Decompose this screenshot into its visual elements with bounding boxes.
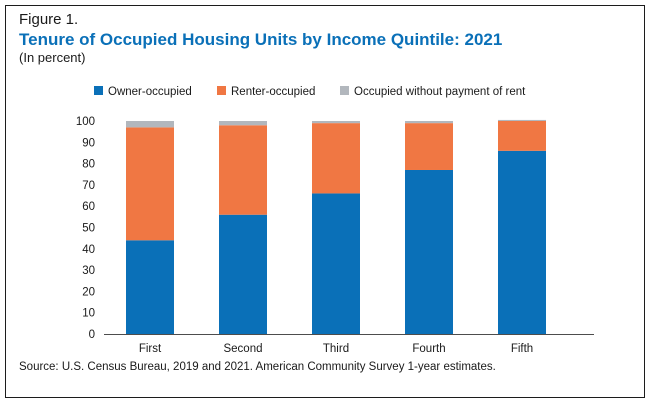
legend-label-renter-occupied: Renter-occupied — [231, 86, 315, 98]
bar-without-payment-second — [219, 121, 267, 126]
bar-owner-occupied-fifth — [498, 150, 546, 334]
y-tick-label: 20 — [82, 286, 95, 298]
bar-owner-occupied-first — [126, 240, 174, 334]
chart-subtitle: (In percent) — [19, 50, 86, 65]
bar-owner-occupied-third — [312, 193, 360, 334]
bar-stack-second — [219, 121, 267, 334]
bar-without-payment-first — [126, 121, 174, 128]
bar-owner-occupied-fourth — [405, 169, 453, 334]
bar-owner-occupied-second — [219, 214, 267, 334]
bar-renter-occupied-first — [126, 127, 174, 241]
bar-renter-occupied-third — [312, 123, 360, 194]
bar-renter-occupied-fourth — [405, 123, 453, 170]
legend-item-without-payment: Occupied without payment of rent — [340, 86, 526, 98]
figure-label: Figure 1. — [19, 11, 79, 28]
legend-swatch-owner-occupied — [94, 86, 103, 95]
bar-without-payment-fourth — [405, 121, 453, 124]
y-tick-label: 30 — [82, 265, 95, 277]
y-tick-label: 10 — [82, 308, 95, 320]
x-tick-label-fifth: Fifth — [511, 343, 533, 355]
legend-item-owner-occupied: Owner-occupied — [94, 86, 192, 98]
legend-label-owner-occupied: Owner-occupied — [108, 86, 192, 98]
y-axis: 0 10 20 30 40 50 60 70 80 90 100 — [76, 116, 95, 341]
chart-title: Tenure of Occupied Housing Units by Inco… — [19, 30, 503, 49]
bar-without-payment-fifth — [498, 119, 546, 121]
bar-renter-occupied-fifth — [498, 121, 546, 151]
y-tick-label: 70 — [82, 180, 95, 192]
x-tick-label-third: Third — [323, 343, 349, 355]
source-note: Source: U.S. Census Bureau, 2019 and 202… — [19, 361, 496, 373]
bar-renter-occupied-second — [219, 125, 267, 215]
y-tick-label: 90 — [82, 137, 95, 149]
y-tick-label: 40 — [82, 244, 95, 256]
y-tick-label: 0 — [89, 329, 95, 341]
bar-stack-fifth — [498, 119, 546, 334]
legend: Owner-occupied Renter-occupied Occupied wi… — [94, 86, 526, 98]
legend-swatch-renter-occupied — [217, 86, 226, 95]
bars — [126, 119, 546, 334]
y-tick-label: 60 — [82, 201, 95, 213]
bar-without-payment-third — [312, 121, 360, 124]
y-tick-label: 100 — [76, 116, 95, 128]
x-tick-label-fourth: Fourth — [412, 343, 445, 355]
y-tick-label: 80 — [82, 159, 95, 171]
bar-stack-first — [126, 121, 174, 334]
bar-stack-fourth — [405, 121, 453, 334]
bar-stack-third — [312, 121, 360, 334]
legend-label-without-payment: Occupied without payment of rent — [354, 86, 526, 98]
x-axis: First Second Third Fourth Fifth — [104, 334, 594, 355]
y-tick-label: 50 — [82, 223, 95, 235]
legend-item-renter-occupied: Renter-occupied — [217, 86, 315, 98]
x-tick-label-second: Second — [223, 343, 262, 355]
legend-swatch-without-payment — [340, 86, 349, 95]
x-tick-label-first: First — [139, 343, 162, 355]
